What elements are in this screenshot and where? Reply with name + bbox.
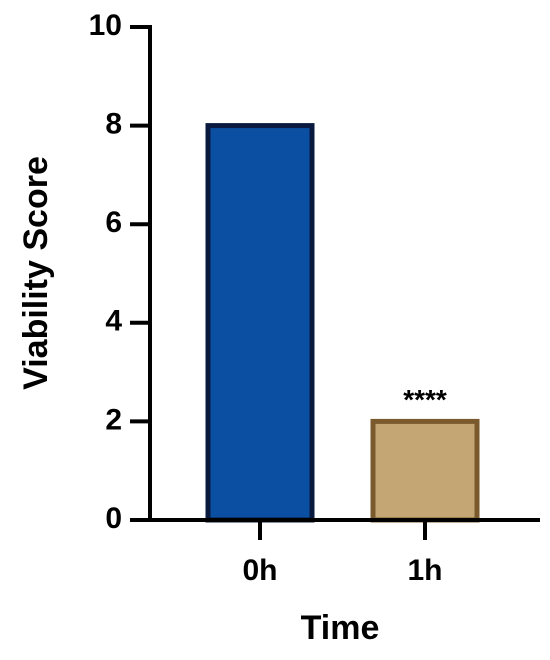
annotation: **** [403,384,447,415]
y-tick-label: 4 [105,305,122,338]
y-tick-label: 10 [89,9,122,42]
bar [370,418,480,523]
y-tick-label: 0 [105,502,122,535]
x-tick-label: 1h [407,554,442,587]
y-tick-label: 2 [105,403,122,436]
y-tick-label: 8 [105,108,122,141]
x-axis-title: Time [301,609,380,647]
x-tick-label: 0h [242,554,277,587]
y-tick-label: 6 [105,206,122,239]
bar [205,123,315,523]
y-axis-title: Viability Score [17,156,55,390]
